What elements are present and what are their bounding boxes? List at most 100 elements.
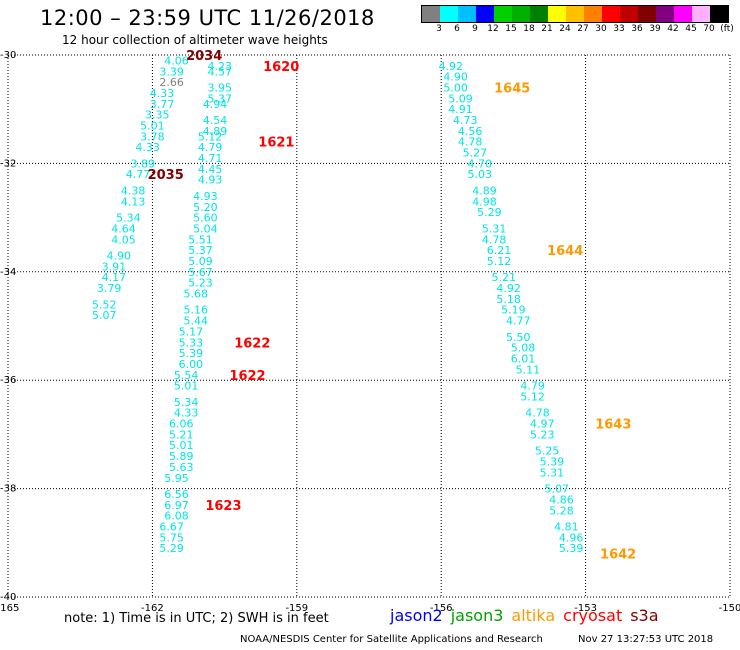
wave-height-value: 5.12	[198, 130, 223, 143]
wave-height-value: 6.08	[164, 510, 189, 523]
wave-height-value: 5.03	[467, 168, 492, 181]
wave-height-value: 5.39	[179, 347, 204, 360]
wave-height-value: 4.05	[111, 233, 136, 246]
wave-height-value: 5.01	[174, 380, 199, 393]
color-swatch	[530, 6, 548, 22]
wave-height-value: 5.34	[174, 396, 199, 409]
wave-height-value: 4.90	[443, 71, 468, 84]
color-swatch	[584, 6, 602, 22]
legend-item-altika: altika	[511, 606, 556, 625]
color-scale-label: 27	[577, 24, 589, 34]
color-swatch	[512, 6, 530, 22]
latitude-tick-label: -32	[0, 158, 16, 169]
wave-height-value: 4.33	[174, 407, 199, 420]
wave-height-value: 6.00	[179, 358, 204, 371]
wave-height-value: 5.63	[169, 461, 194, 474]
wave-height-value: 5.09	[188, 255, 213, 268]
wave-height-value: 5.29	[477, 206, 502, 219]
wave-height-value: 4.96	[559, 531, 584, 544]
wave-height-value: 5.25	[535, 445, 560, 458]
pass-time-labels: 2034 2035 1620 1621 1622 1622 1623 1645 1644 1643…	[148, 49, 637, 563]
color-swatch	[602, 6, 620, 22]
color-swatch	[548, 6, 566, 22]
wave-height-value: 5.51	[188, 233, 213, 246]
wave-height-value: 4.81	[554, 521, 579, 534]
longitude-tick-label: -165	[0, 603, 19, 614]
wave-height-value: 3.39	[159, 65, 184, 78]
color-swatch	[494, 6, 512, 22]
pass-time-label: 1643	[595, 418, 631, 433]
pass-time-label: 1623	[205, 499, 241, 514]
map-title: 12:00 – 23:59 UTC 11/26/2018	[40, 6, 375, 30]
wave-height-value: 4.78	[482, 233, 507, 246]
wave-height-value: 5.68	[183, 287, 208, 300]
wave-height-value: 4.71	[198, 152, 223, 165]
color-swatch	[422, 6, 440, 22]
wave-height-value: 5.44	[183, 315, 208, 328]
wave-height-value: 5.07	[92, 309, 117, 322]
wave-height-value: 6.67	[159, 521, 184, 534]
wave-height-value: 6.06	[169, 418, 194, 431]
pass-time-label: 1621	[258, 136, 294, 151]
wave-height-value: 6.21	[487, 244, 512, 257]
color-scale-label: 6	[454, 24, 460, 34]
wave-height-value: 5.67	[188, 266, 213, 279]
wave-height-value: 4.70	[467, 157, 492, 170]
color-swatch	[674, 6, 692, 22]
wave-height-value: 4.64	[111, 222, 136, 235]
color-swatch	[656, 6, 674, 22]
wave-height-value: 4.86	[549, 493, 574, 506]
wave-height-value: 4.78	[458, 136, 483, 149]
color-swatch	[440, 6, 458, 22]
pass-time-label: 1645	[494, 82, 530, 97]
color-scale-label: 70	[703, 24, 715, 34]
color-swatch	[566, 6, 584, 22]
longitude-tick-label: -159	[285, 603, 308, 614]
wave-height-value: 5.21	[492, 271, 517, 284]
wave-height-values: 4.063.392.664.333.773.355.013.784.333.89…	[92, 54, 583, 555]
wave-height-value: 5.01	[140, 119, 165, 132]
color-scale-label: 24	[559, 24, 571, 34]
wave-height-value: 4.79	[520, 380, 545, 393]
wave-height-value: 5.07	[544, 483, 569, 496]
wave-height-value: 4.93	[193, 190, 218, 203]
legend-item-s3a: s3a	[630, 606, 659, 625]
wave-height-value: 3.89	[131, 157, 156, 170]
wave-height-value: 5.39	[559, 542, 584, 555]
wave-height-value: 4.54	[203, 114, 228, 127]
wave-height-value: 4.98	[472, 195, 497, 208]
map-subtitle: 12 hour collection of altimeter wave hei…	[62, 33, 328, 47]
wave-height-value: 4.92	[439, 60, 464, 73]
wave-height-value: 5.11	[516, 363, 541, 376]
wave-height-value: 3.91	[102, 260, 127, 273]
wave-height-value: 4.77	[506, 315, 531, 328]
legend-item-jason3: jason3	[450, 606, 504, 625]
color-scale-label: 21	[541, 24, 553, 34]
wave-height-value: 5.50	[506, 331, 531, 344]
legend-item-cryosat: cryosat	[563, 606, 623, 625]
wave-height-value: 5.89	[169, 450, 194, 463]
wave-height-value: 6.56	[164, 488, 189, 501]
wave-height-value: 4.56	[458, 125, 483, 138]
wave-height-value: 4.91	[448, 103, 473, 116]
wave-height-value: 5.31	[540, 466, 565, 479]
wave-height-value: 4.89	[472, 185, 497, 198]
wave-height-value: 4.97	[530, 418, 555, 431]
pass-time-label: 1620	[263, 60, 299, 75]
color-swatch	[638, 6, 656, 22]
color-scale-label: 9	[472, 24, 478, 34]
wave-height-value: 6.01	[511, 353, 536, 366]
pass-time-label: 1644	[547, 244, 583, 259]
pass-time-label: 1622	[234, 336, 270, 351]
wave-height-value: 5.09	[448, 92, 473, 105]
longitude-tick-label: -162	[141, 603, 164, 614]
wave-height-value: 3.79	[97, 282, 122, 295]
color-scale-bar	[421, 5, 729, 23]
satellite-legend: jason2 jason3 altika cryosat s3a	[390, 606, 667, 625]
wave-height-value: 5.75	[159, 531, 184, 544]
wave-height-value: 3.35	[145, 109, 170, 122]
wave-height-value: 5.19	[501, 304, 526, 317]
color-scale-label: 45	[685, 24, 697, 34]
wave-height-value: 4.90	[106, 250, 131, 263]
